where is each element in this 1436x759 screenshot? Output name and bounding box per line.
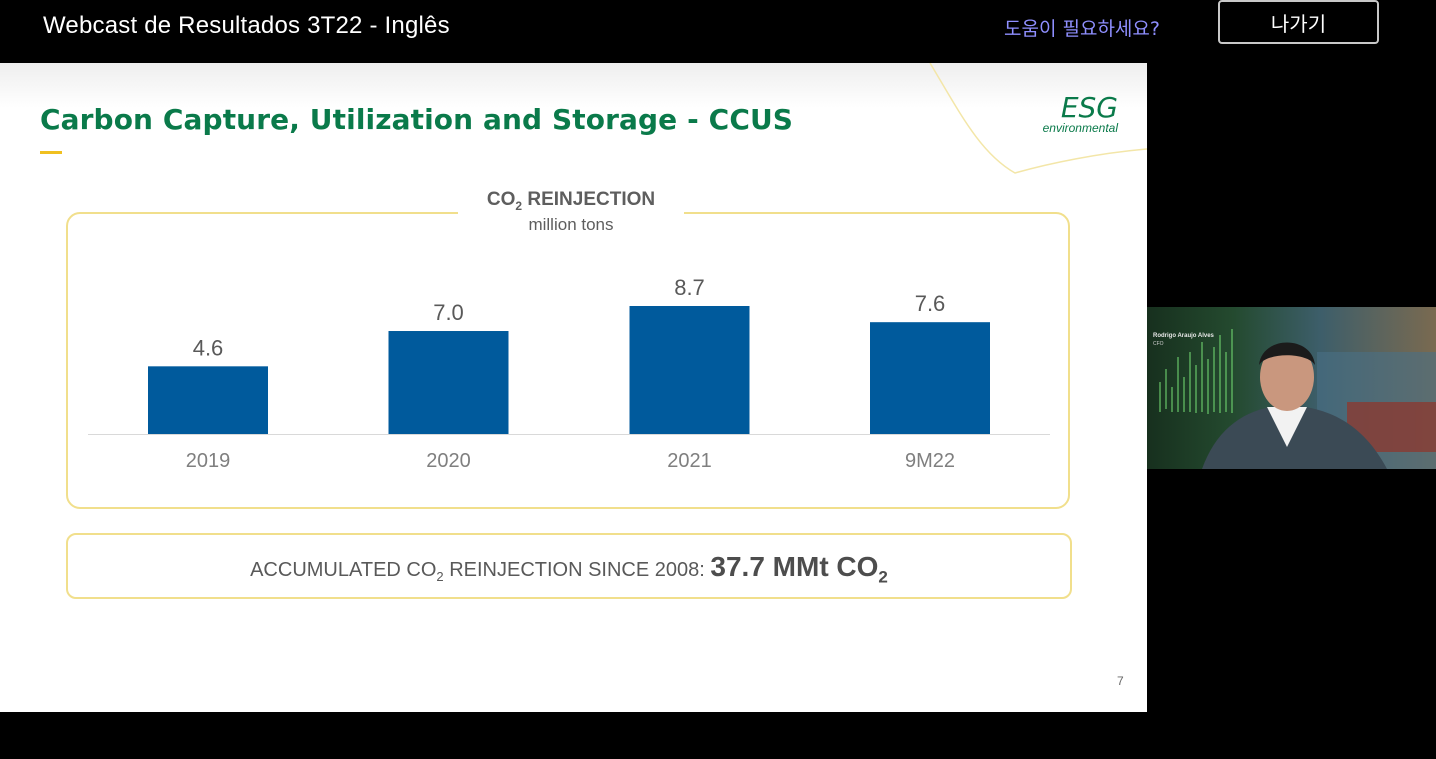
bar-2021 [629, 306, 750, 434]
chart-subtitle: million tons [528, 214, 614, 234]
webcast-title: Webcast de Resultados 3T22 - Inglês [43, 12, 450, 39]
bar-2020 [388, 331, 509, 434]
x-tick-2019: 2019 [186, 450, 231, 472]
help-link[interactable]: 도움이 필요하세요? [1004, 18, 1160, 40]
accumulated-box: ACCUMULATED CO2 REINJECTION SINCE 2008: … [66, 533, 1072, 599]
accumulated-value: 37.7 MMt CO2 [710, 550, 888, 587]
x-tick-9M22: 9M22 [905, 450, 955, 472]
title-accent-bar [40, 151, 62, 154]
speaker-name: Rodrigo Araujo Alves [1153, 333, 1214, 339]
x-tick-2021: 2021 [667, 450, 712, 472]
esg-logo-subtitle: environmental [1042, 121, 1118, 135]
data-label-9M22: 7.6 [915, 291, 946, 316]
bar-9M22 [870, 322, 990, 434]
speaker-video[interactable]: Rodrigo Araujo Alves CFO [1147, 307, 1436, 469]
bar-2019 [148, 366, 268, 434]
top-bar: Webcast de Resultados 3T22 - Inglês 도움이 … [0, 0, 1436, 63]
esg-logo-mark: ESG [1060, 91, 1118, 124]
exit-button[interactable]: 나가기 [1218, 0, 1379, 44]
bar-chart: 4.6 2019 7.0 2020 8.7 2021 7.6 9M22 [88, 275, 1050, 472]
data-label-2020: 7.0 [433, 300, 464, 325]
x-tick-2020: 2020 [426, 450, 471, 472]
speaker-video-frame [1159, 329, 1436, 469]
chart-title-block: CO2 REINJECTION million tons [458, 189, 684, 235]
presentation-slide: Carbon Capture, Utilization and Storage … [0, 63, 1147, 712]
page-number: 7 [1117, 674, 1124, 688]
slide-title: Carbon Capture, Utilization and Storage … [40, 103, 794, 136]
speaker-role: CFO [1153, 341, 1164, 347]
accumulated-text: ACCUMULATED CO2 REINJECTION SINCE 2008: … [250, 550, 888, 587]
data-label-2019: 4.6 [193, 335, 224, 360]
chart-title: CO2 REINJECTION [486, 189, 656, 213]
esg-logo: ESG environmental [1018, 91, 1118, 136]
data-label-2021: 8.7 [674, 275, 705, 300]
